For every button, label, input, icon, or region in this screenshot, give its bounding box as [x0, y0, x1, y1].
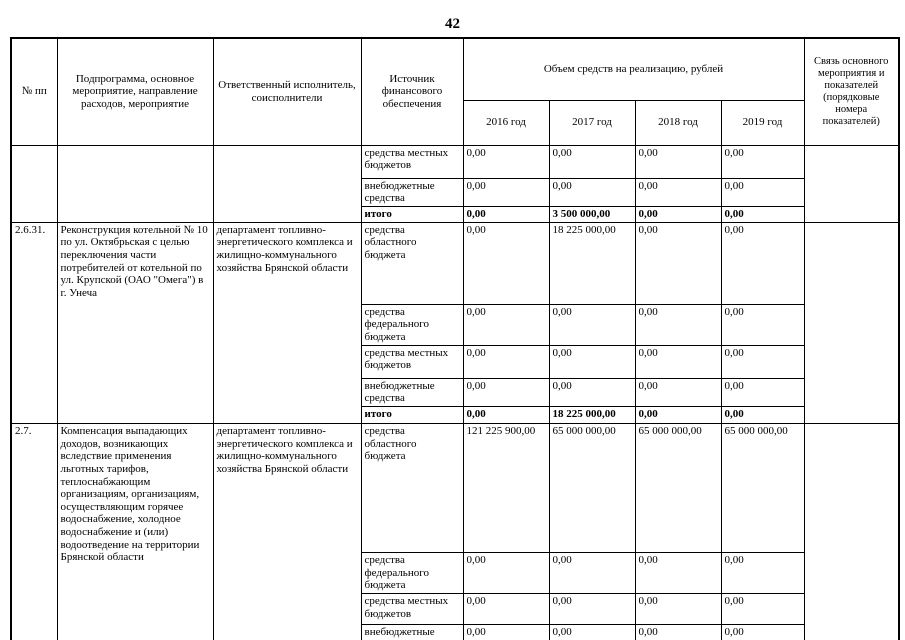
program-financing-table: № пп Подпрограмма, основное мероприятие,… — [10, 37, 900, 640]
cell-value-2019: 0,00 — [720, 177, 805, 207]
cell-value-2019: 0,00 — [720, 405, 805, 424]
cell-program: Реконструкция котельной № 10 по ул. Октя… — [56, 221, 214, 424]
cell-value-2016: 0,00 — [462, 177, 550, 207]
cell-value-2016: 121 225 900,00 — [462, 422, 550, 553]
cell-value-2016: 0,00 — [462, 623, 550, 640]
cell-source: средства федерального бюджета — [360, 551, 464, 594]
cell-program: Компенсация выпадающих доходов, возникаю… — [56, 422, 214, 640]
cell-value-2017: 65 000 000,00 — [548, 422, 636, 553]
table-row: средства федерального бюджета 0,00 0,00 … — [11, 551, 899, 594]
cell-source: средства местных бюджетов — [360, 144, 464, 179]
cell-value-2017: 0,00 — [548, 303, 636, 346]
cell-value-2016: 0,00 — [462, 592, 550, 625]
cell-source: внебюджетные средства — [360, 377, 464, 407]
cell-value-2017: 0,00 — [548, 344, 636, 379]
cell-value-2018: 0,00 — [634, 144, 722, 179]
cell-value-2019: 0,00 — [720, 303, 805, 346]
table-row: средства федерального бюджета 0,00 0,00 … — [11, 303, 899, 346]
table-row: средства местных бюджетов 0,00 0,00 0,00… — [11, 344, 899, 379]
table-body: средства местных бюджетов 0,00 0,00 0,00… — [10, 144, 900, 640]
cell-source: средства областного бюджета — [360, 422, 464, 553]
header-year-2019: 2019 год — [720, 99, 805, 146]
table-header: № пп Подпрограмма, основное мероприятие,… — [10, 37, 900, 146]
cell-value-2018: 0,00 — [634, 177, 722, 207]
header-relation: Связь основного мероприятия и показателе… — [803, 37, 900, 146]
table-row: внебюджетные средства 0,00 0,00 0,00 0,0… — [11, 623, 899, 640]
cell-source: средства федерального бюджета — [360, 303, 464, 346]
cell-executor — [212, 144, 362, 223]
cell-value-2018: 0,00 — [634, 303, 722, 346]
table-row-total: итого 0,00 18 225 000,00 0,00 0,00 — [11, 405, 899, 424]
cell-value-2017: 0,00 — [548, 623, 636, 640]
cell-value-2019: 0,00 — [720, 144, 805, 179]
cell-value-2017: 3 500 000,00 — [548, 205, 636, 223]
header-executor: Ответственный исполнитель, соисполнители — [212, 37, 362, 146]
cell-value-2017: 0,00 — [548, 377, 636, 407]
cell-value-2016: 0,00 — [462, 405, 550, 424]
cell-num: 2.7. — [10, 422, 58, 640]
table-row: 2.7. Компенсация выпадающих доходов, воз… — [10, 422, 900, 640]
cell-source: средства местных бюджетов — [360, 592, 464, 625]
cell-value-2019: 0,00 — [720, 205, 805, 223]
cell-value-2018: 0,00 — [634, 344, 722, 379]
cell-value-2016: 0,00 — [462, 344, 550, 379]
cell-value-2017: 0,00 — [548, 551, 636, 594]
cell-value-2018: 0,00 — [634, 205, 722, 223]
cell-value-2018: 0,00 — [634, 377, 722, 407]
cell-num: 2.6.31. — [10, 221, 58, 424]
cell-value-2019: 0,00 — [720, 623, 805, 640]
cell-value-2018: 0,00 — [634, 592, 722, 625]
cell-source: внебюджетные средства — [360, 177, 464, 207]
header-year-2016: 2016 год — [462, 99, 550, 146]
cell-source: итого — [360, 205, 464, 223]
cell-value-2017: 18 225 000,00 — [548, 221, 636, 305]
cell-source: средства областного бюджета — [360, 221, 464, 305]
header-num: № пп — [10, 37, 58, 146]
cell-program — [56, 144, 214, 223]
cell-value-2018: 0,00 — [634, 623, 722, 640]
cell-executor: департамент топливно-энергетического ком… — [212, 422, 362, 640]
header-program: Подпрограмма, основное мероприятие, напр… — [56, 37, 214, 146]
cell-value-2019: 0,00 — [720, 221, 805, 305]
cell-value-2017: 0,00 — [548, 144, 636, 179]
cell-value-2016: 0,00 — [462, 303, 550, 346]
page-number: 42 — [445, 16, 460, 32]
table-row: внебюджетные средства 0,00 0,00 0,00 0,0… — [11, 177, 899, 207]
cell-value-2017: 0,00 — [548, 177, 636, 207]
cell-value-2016: 0,00 — [462, 144, 550, 179]
cell-source: итого — [360, 405, 464, 424]
cell-relation — [803, 144, 900, 223]
header-year-2018: 2018 год — [634, 99, 722, 146]
cell-value-2019: 0,00 — [720, 377, 805, 407]
cell-value-2018: 0,00 — [634, 221, 722, 305]
header-year-2017: 2017 год — [548, 99, 636, 146]
cell-value-2018: 0,00 — [634, 405, 722, 424]
table-row: средства местных бюджетов 0,00 0,00 0,00… — [11, 592, 899, 625]
cell-value-2019: 65 000 000,00 — [720, 422, 805, 553]
cell-value-2018: 65 000 000,00 — [634, 422, 722, 553]
cell-value-2016: 0,00 — [462, 551, 550, 594]
table-row: средства местных бюджетов 0,00 0,00 0,00… — [10, 144, 900, 223]
cell-value-2019: 0,00 — [720, 592, 805, 625]
cell-value-2016: 0,00 — [462, 221, 550, 305]
cell-value-2019: 0,00 — [720, 344, 805, 379]
cell-relation — [803, 422, 900, 640]
cell-source: средства местных бюджетов — [360, 344, 464, 379]
header-source: Источник финансового обеспечения — [360, 37, 464, 146]
cell-num — [10, 144, 58, 223]
cell-value-2017: 0,00 — [548, 592, 636, 625]
cell-value-2016: 0,00 — [462, 377, 550, 407]
cell-value-2018: 0,00 — [634, 551, 722, 594]
table-row: 2.6.31. Реконструкция котельной № 10 по … — [10, 221, 900, 424]
cell-relation — [803, 221, 900, 424]
cell-source: внебюджетные средства — [360, 623, 464, 640]
table-row-total: итого 0,00 3 500 000,00 0,00 0,00 — [11, 205, 899, 223]
header-volume: Объем средств на реализацию, рублей — [462, 37, 805, 101]
cell-value-2017: 18 225 000,00 — [548, 405, 636, 424]
cell-value-2016: 0,00 — [462, 205, 550, 223]
table-row: внебюджетные средства 0,00 0,00 0,00 0,0… — [11, 377, 899, 407]
cell-value-2019: 0,00 — [720, 551, 805, 594]
cell-executor: департамент топливно-энергетического ком… — [212, 221, 362, 424]
